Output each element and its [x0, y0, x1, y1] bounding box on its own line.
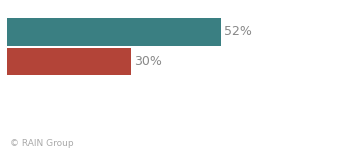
Text: © RAIN Group: © RAIN Group: [10, 140, 74, 148]
Bar: [7, 18, 221, 46]
Text: 52%: 52%: [224, 25, 252, 38]
Bar: [7, 48, 131, 75]
Text: 30%: 30%: [134, 55, 162, 68]
